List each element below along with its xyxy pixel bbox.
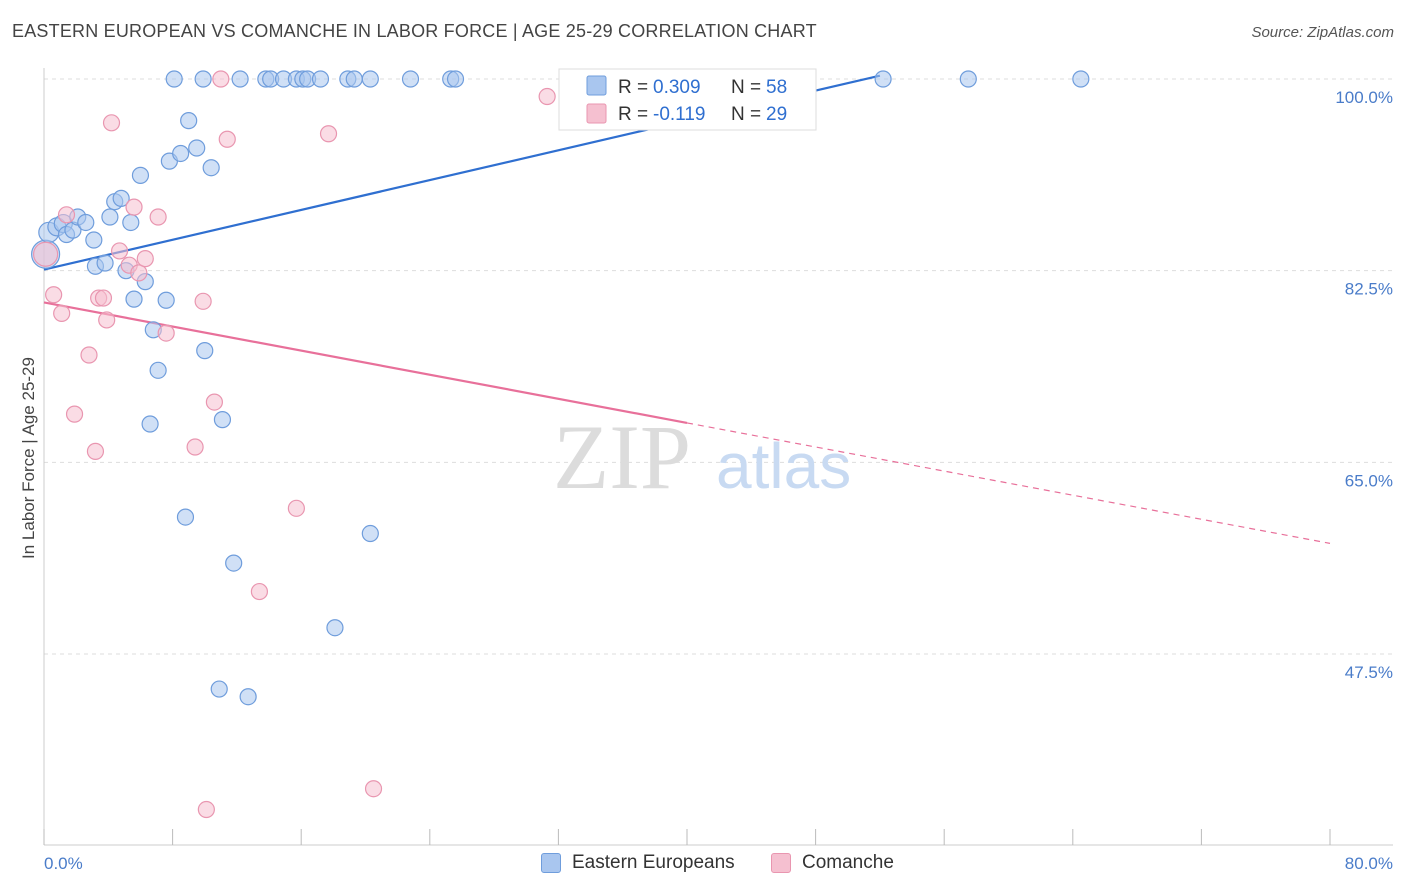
eastern-european-point-50 — [874, 70, 892, 88]
legend-label-comanche: Comanche — [802, 852, 894, 873]
eastern-european-point-15 — [122, 213, 140, 232]
eastern-european-point-26 — [188, 139, 206, 157]
comanche-point-25 — [287, 499, 305, 517]
eastern-european-point-28 — [202, 159, 220, 177]
eastern-european-point-47 — [401, 70, 420, 88]
eastern-european-point-45 — [345, 70, 363, 88]
comanche-point-24 — [250, 582, 269, 601]
legend-r-label: R = — [618, 104, 648, 125]
trend-line-comanche — [43, 301, 688, 424]
legend-n-value-comanche: 29 — [766, 104, 787, 125]
x-tick-label-0: 0.0% — [44, 854, 83, 873]
eastern-european-point-46 — [361, 70, 379, 88]
eastern-european-point-11 — [101, 208, 119, 226]
legend-swatch-eastern-europeans — [541, 853, 561, 873]
y-tick-label-2: 82.5% — [1345, 280, 1393, 299]
legend-swatch-comanche — [771, 853, 791, 873]
eastern-european-point-32 — [210, 680, 228, 698]
axes — [43, 68, 1393, 846]
eastern-european-point-22 — [157, 291, 175, 309]
eastern-european-point-10 — [96, 254, 114, 272]
eastern-european-point-16 — [125, 290, 143, 308]
bottom-legend: Eastern Europeans Comanche — [0, 852, 1406, 878]
comanche-point-16 — [149, 208, 167, 226]
eastern-european-point-20 — [149, 361, 167, 379]
eastern-european-point-27 — [196, 342, 214, 360]
eastern-european-point-24 — [172, 144, 190, 163]
eastern-european-point-49 — [446, 70, 465, 88]
comanche-point-20 — [197, 800, 215, 819]
comanche-point-14 — [130, 264, 148, 282]
comanche-point-8 — [94, 289, 113, 307]
eastern-european-point-34 — [165, 70, 183, 88]
comanche-point-21 — [205, 393, 223, 411]
comanche-point-13 — [125, 198, 143, 216]
eastern-european-point-31 — [225, 554, 243, 572]
eastern-european-point-36 — [231, 70, 249, 88]
legend-n-value-eastern: 58 — [766, 77, 787, 98]
comanche-point-23 — [218, 130, 236, 148]
comanche-point-15 — [136, 250, 154, 268]
comanche-point-19 — [194, 292, 212, 310]
eastern-european-point-17 — [131, 166, 150, 184]
eastern-european-point-7 — [77, 213, 95, 232]
comanche-point-17 — [157, 324, 175, 342]
comanche-point-22 — [212, 70, 230, 88]
watermark: ZIP atlas — [553, 406, 851, 508]
data-points — [31, 70, 1090, 819]
legend-swatch-comanche — [586, 103, 607, 124]
legend-item-comanche[interactable]: Comanche — [771, 852, 894, 874]
comanche-point-4 — [65, 405, 84, 423]
legend-item-eastern-europeans[interactable]: Eastern Europeans — [541, 852, 735, 874]
comanche-point-6 — [86, 442, 105, 460]
y-tick-label-3: 100.0% — [1335, 88, 1393, 107]
legend-n-label: N = — [731, 77, 761, 98]
legend-r-value-comanche: -0.119 — [653, 104, 705, 125]
comanche-point-27 — [364, 780, 383, 798]
comanche-point-26 — [319, 125, 338, 143]
comanche-point-5 — [80, 346, 98, 364]
y-axis-label: In Labor Force | Age 25-29 — [19, 357, 38, 559]
comanche-point-18 — [186, 438, 204, 456]
eastern-european-point-21 — [141, 415, 159, 433]
y-tick-label-1: 65.0% — [1345, 471, 1393, 490]
comanche-point-28 — [538, 87, 556, 106]
eastern-european-point-8 — [85, 231, 103, 249]
watermark-zip: ZIP — [553, 406, 691, 508]
legend-r-value-eastern: 0.309 — [653, 77, 701, 98]
comanche-point-2 — [53, 304, 71, 322]
x-tick-label-1: 80.0% — [1345, 854, 1393, 873]
gridlines — [44, 78, 1393, 655]
y-tick-label-0: 47.5% — [1345, 663, 1393, 682]
comanche-point-0 — [33, 241, 59, 267]
eastern-european-point-54 — [361, 524, 379, 543]
tick-labels: 47.5% 65.0% 82.5% 100.0% 0.0% 80.0% — [44, 88, 1393, 873]
chart-title: EASTERN EUROPEAN VS COMANCHE IN LABOR FO… — [12, 21, 817, 41]
eastern-european-point-29 — [213, 411, 232, 429]
eastern-european-point-33 — [239, 688, 257, 706]
eastern-european-point-25 — [180, 112, 198, 130]
eastern-european-point-13 — [112, 189, 130, 207]
stats-legend: R = 0.309 N = 58 R = -0.119 N = 29 — [558, 68, 817, 131]
comanche-point-10 — [102, 114, 121, 132]
eastern-european-point-51 — [959, 70, 977, 88]
legend-swatch-eastern-europeans — [586, 75, 607, 96]
legend-label-eastern-europeans: Eastern Europeans — [572, 852, 735, 873]
eastern-european-point-30 — [176, 508, 195, 526]
watermark-atlas: atlas — [716, 430, 851, 502]
comanche-point-9 — [98, 311, 116, 329]
eastern-european-point-53 — [326, 619, 344, 637]
comanche-point-11 — [110, 242, 129, 260]
source-label: Source: ZipAtlas.com — [1251, 24, 1394, 41]
eastern-european-point-52 — [1072, 70, 1090, 88]
comanche-point-1 — [45, 286, 63, 304]
legend-n-label: N = — [731, 104, 761, 125]
eastern-european-point-35 — [194, 70, 212, 88]
eastern-european-point-43 — [311, 70, 330, 88]
comanche-point-3 — [57, 206, 76, 224]
legend-r-label: R = — [618, 77, 648, 98]
